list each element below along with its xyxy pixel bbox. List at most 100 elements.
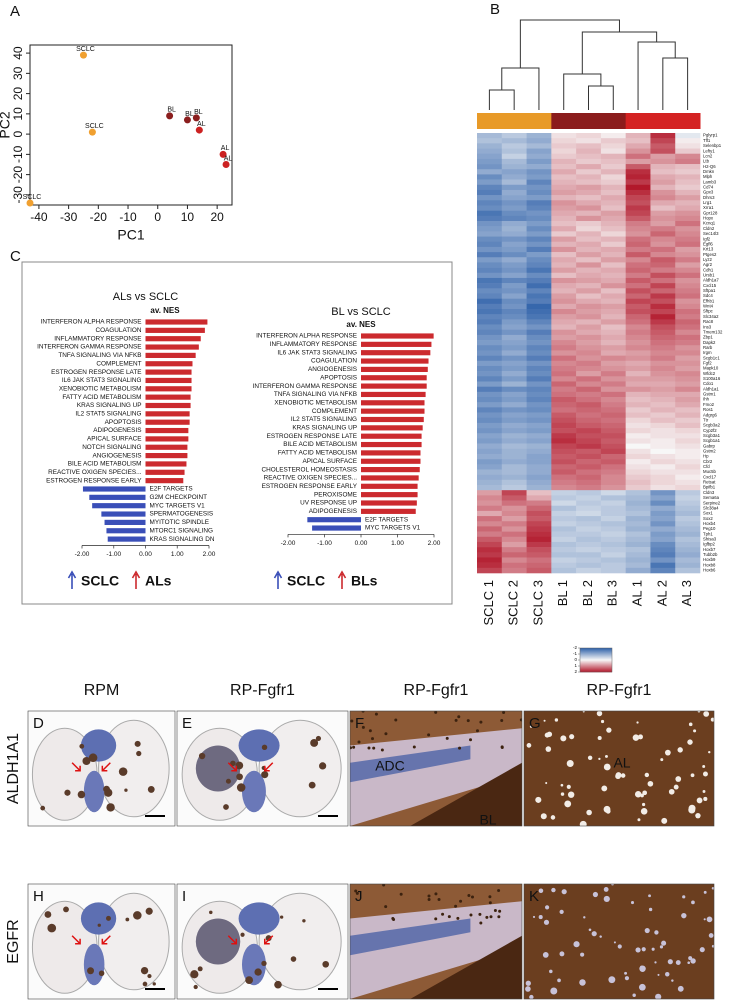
heat-cell <box>600 158 626 165</box>
category-label: KRAS SIGNALING UP <box>292 425 357 432</box>
row-label: Gpx3 <box>703 190 714 195</box>
heat-cell <box>600 195 626 201</box>
heat-cell <box>600 360 626 367</box>
heat-cell <box>501 324 527 331</box>
heat-cell <box>576 205 602 211</box>
image-frame <box>523 883 715 1000</box>
heat-cell <box>576 402 602 408</box>
row-label: Peg10 <box>703 526 716 531</box>
row-label: Serpine2 <box>703 500 721 505</box>
lumen <box>542 952 549 958</box>
heat-cell <box>501 241 527 248</box>
heat-cell <box>526 516 552 522</box>
category-label: APOPTOSIS <box>320 374 357 381</box>
heat-cell <box>526 174 552 180</box>
heat-cell <box>551 221 577 227</box>
heat-cell <box>675 510 701 517</box>
legend-label: SCLC <box>81 573 119 589</box>
heat-cell <box>650 205 676 211</box>
cell <box>457 715 461 719</box>
bar <box>145 427 189 434</box>
category-label: COAGULATION <box>311 358 357 365</box>
column-label: AL 3 <box>679 580 694 606</box>
cell <box>352 745 356 749</box>
x-tick-label: 1.00 <box>171 551 184 558</box>
heat-cell <box>600 169 626 175</box>
lumen <box>638 734 643 740</box>
heat-cell <box>675 153 701 160</box>
heat-cell <box>625 272 651 279</box>
x-tick-label: -10 <box>119 210 137 224</box>
heat-cell <box>650 334 676 341</box>
heat-cell <box>501 500 527 507</box>
heat-cell <box>625 246 651 253</box>
y-tick-label: 10 <box>11 107 25 121</box>
heat-cell <box>600 283 626 289</box>
heat-cell <box>600 412 626 419</box>
color-key-band <box>580 657 612 659</box>
x-tick-label: -1.00 <box>317 540 332 547</box>
category-label: MYC TARGETS V1 <box>365 525 421 532</box>
heat-cell <box>576 479 602 486</box>
row-label: Wnt4 <box>703 304 714 309</box>
heat-cell <box>650 241 676 248</box>
heat-cell <box>551 547 577 553</box>
micrograph <box>27 883 176 1000</box>
category-label: INTERFERON GAMMA RESPONSE <box>253 383 357 390</box>
heat-cell <box>526 334 552 341</box>
color-key-band <box>580 651 612 653</box>
heat-cell <box>650 257 676 263</box>
heat-cell <box>576 184 602 191</box>
column-label: SCLC 3 <box>530 580 545 626</box>
category-label: BILE ACID METABOLISM <box>68 461 142 468</box>
row-label: Mlph <box>703 174 713 179</box>
color-key-band <box>580 669 612 671</box>
x-tick-label: -30 <box>60 210 78 224</box>
heat-cell <box>675 567 701 574</box>
heat-cell <box>675 174 701 180</box>
heat-cell <box>625 329 651 336</box>
heat-cell <box>625 277 651 284</box>
x-tick-label: 0.00 <box>139 551 152 558</box>
cell <box>458 746 462 750</box>
heat-cell <box>576 283 602 289</box>
heat-cell <box>551 267 577 274</box>
heat-cell <box>625 355 651 362</box>
lumen <box>690 958 696 964</box>
heat-cell <box>576 148 602 155</box>
heat-cell <box>501 438 527 444</box>
color-key-label: 2 <box>574 669 577 674</box>
lumen <box>647 780 654 787</box>
heat-cell <box>551 226 577 232</box>
lumen <box>688 722 693 727</box>
y-tick-label: -20 <box>11 166 25 184</box>
cell <box>412 745 416 749</box>
category-label: ESTROGEN RESPONSE EARLY <box>46 477 142 484</box>
heat-cell <box>477 386 503 393</box>
color-key-band <box>580 649 612 651</box>
heat-cell <box>600 495 626 501</box>
heat-cell <box>526 179 552 186</box>
heat-cell <box>526 505 552 512</box>
lumen <box>525 986 531 992</box>
bar <box>92 503 146 509</box>
x-tick-label: 2.00 <box>203 551 216 558</box>
bar <box>361 358 429 364</box>
row-label: Mapk10 <box>703 366 719 371</box>
heat-cell <box>650 552 676 558</box>
row-label: Ptges2 <box>703 252 717 257</box>
lumen <box>579 820 587 826</box>
lumen <box>634 791 642 798</box>
lumen <box>544 905 550 910</box>
lumen <box>644 772 650 778</box>
heat-cell <box>625 138 651 144</box>
heat-cell <box>551 448 577 455</box>
heat-cell <box>576 174 602 180</box>
lumen <box>682 895 686 899</box>
row-label: Sema6a <box>703 495 720 500</box>
lesion <box>106 915 111 921</box>
heat-cell <box>625 215 651 222</box>
lumen <box>659 945 664 949</box>
category-label: E2F TARGETS <box>150 486 193 493</box>
image-content <box>350 711 522 826</box>
